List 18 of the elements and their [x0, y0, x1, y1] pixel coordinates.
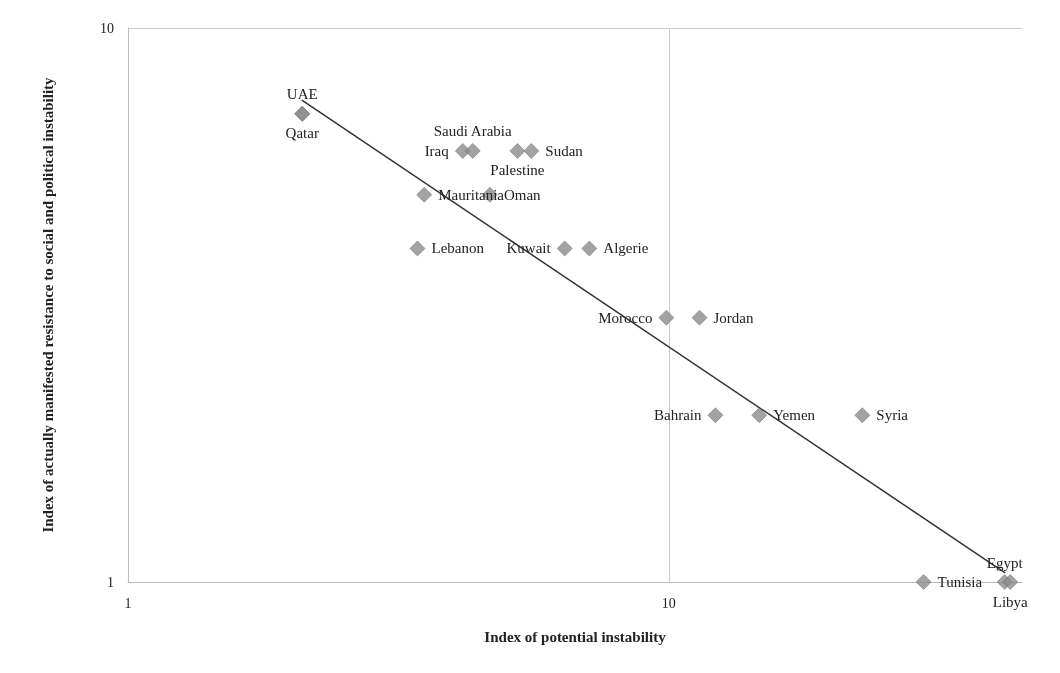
annotation: Bahrain: [653, 407, 702, 424]
annotation: Syria: [876, 407, 909, 424]
annotation: Sudan: [545, 142, 584, 159]
annotation: Libya: [992, 593, 1029, 610]
annotation: Qatar: [285, 125, 319, 142]
annotation: Egypt: [986, 554, 1024, 571]
x-axis-title: Index of potential instability: [484, 629, 667, 645]
annotation: Saudi Arabia: [433, 123, 513, 140]
annotation: Lebanon: [431, 240, 485, 257]
annotation: UAE: [286, 86, 318, 103]
annotation: Tunisia: [937, 574, 983, 590]
y-axis-title: Index of actually manifested resistance to social and political instability: [40, 76, 56, 533]
annotation: Algerie: [603, 240, 649, 257]
annotation: Oman: [503, 186, 542, 203]
annotation: Yemen: [773, 407, 816, 424]
annotation: Jordan: [713, 309, 755, 326]
annotation: Palestine: [490, 162, 545, 179]
annotation: Iraq: [424, 142, 450, 159]
